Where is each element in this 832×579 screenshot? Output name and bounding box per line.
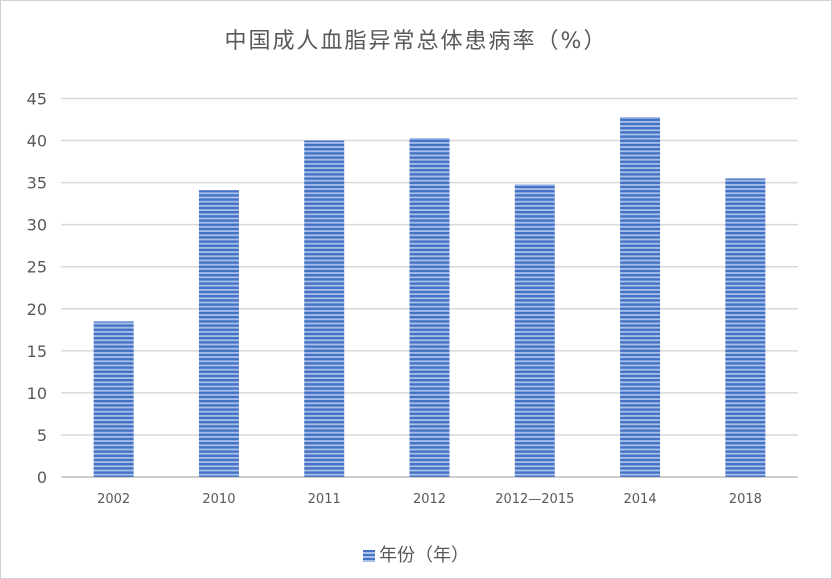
chart-title: 中国成人血脂异常总体患病率（%） <box>224 29 608 54</box>
y-tick-label: 5 <box>37 426 47 445</box>
y-tick-label: 45 <box>27 90 47 109</box>
legend-swatch <box>363 550 375 562</box>
y-tick-label: 10 <box>27 384 47 403</box>
bar <box>198 190 239 478</box>
legend-label: 年份（年） <box>379 545 469 566</box>
x-tick-label: 2012 <box>413 492 446 507</box>
bar <box>514 184 555 477</box>
bar <box>409 138 450 477</box>
bar <box>304 140 345 478</box>
bar <box>725 178 766 477</box>
x-tick-label: 2014 <box>624 492 657 507</box>
bar <box>93 321 134 477</box>
x-tick-label: 2011 <box>308 492 341 507</box>
legend: 年份（年） <box>1 541 831 567</box>
x-tick-label: 2002 <box>97 492 130 507</box>
y-tick-label: 40 <box>27 132 47 151</box>
y-tick-label: 30 <box>27 216 47 235</box>
y-tick-label: 35 <box>27 174 47 193</box>
x-tick-label: 2010 <box>202 492 235 507</box>
y-tick-label: 25 <box>27 258 47 277</box>
x-tick-label: 2018 <box>729 492 762 507</box>
bar <box>620 117 661 477</box>
y-tick-label: 15 <box>27 342 47 361</box>
x-tick-label: 2012—2015 <box>495 492 574 507</box>
y-tick-label: 0 <box>37 468 47 487</box>
y-tick-label: 20 <box>27 300 47 319</box>
